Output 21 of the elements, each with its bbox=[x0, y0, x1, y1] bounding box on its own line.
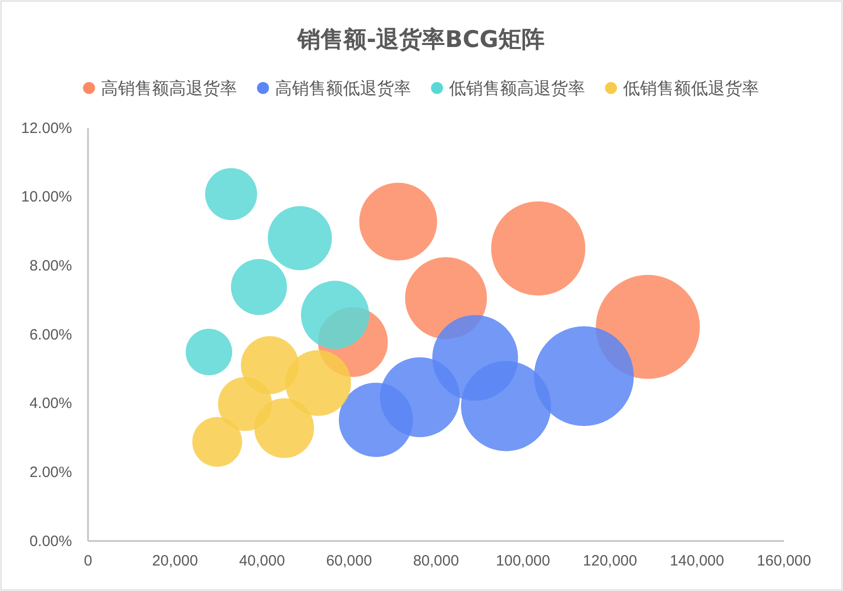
x-tick-label: 120,000 bbox=[582, 552, 638, 570]
legend-label: 低销售额低退货率 bbox=[623, 79, 759, 99]
y-tick-label: 8.00% bbox=[29, 257, 72, 274]
x-tick-label: 140,000 bbox=[670, 552, 724, 570]
y-tick-label: 4.00% bbox=[29, 395, 72, 412]
x-tick-label: 0 bbox=[84, 552, 92, 570]
y-tick-label: 0.00% bbox=[29, 532, 72, 550]
x-tick-label: 80,000 bbox=[413, 552, 459, 570]
y-tick-label: 10.00% bbox=[21, 188, 72, 206]
legend-label: 低销售额高退货率 bbox=[449, 79, 585, 99]
legend-label: 高销售额高退货率 bbox=[101, 79, 237, 99]
x-tick-label: 160,000 bbox=[756, 552, 812, 570]
chart-title: 销售额-退货率BCG矩阵 bbox=[296, 26, 544, 53]
y-tick-label: 6.00% bbox=[29, 326, 72, 344]
legend-label: 高销售额低退货率 bbox=[275, 79, 411, 99]
x-tick-label: 20,000 bbox=[152, 552, 198, 570]
y-tick-label: 2.00% bbox=[29, 464, 72, 481]
x-tick-label: 60,000 bbox=[326, 552, 372, 570]
y-tick-label: 12.00% bbox=[21, 120, 72, 137]
x-tick-label: 40,000 bbox=[239, 552, 285, 570]
x-tick-label: 100,000 bbox=[496, 552, 550, 570]
